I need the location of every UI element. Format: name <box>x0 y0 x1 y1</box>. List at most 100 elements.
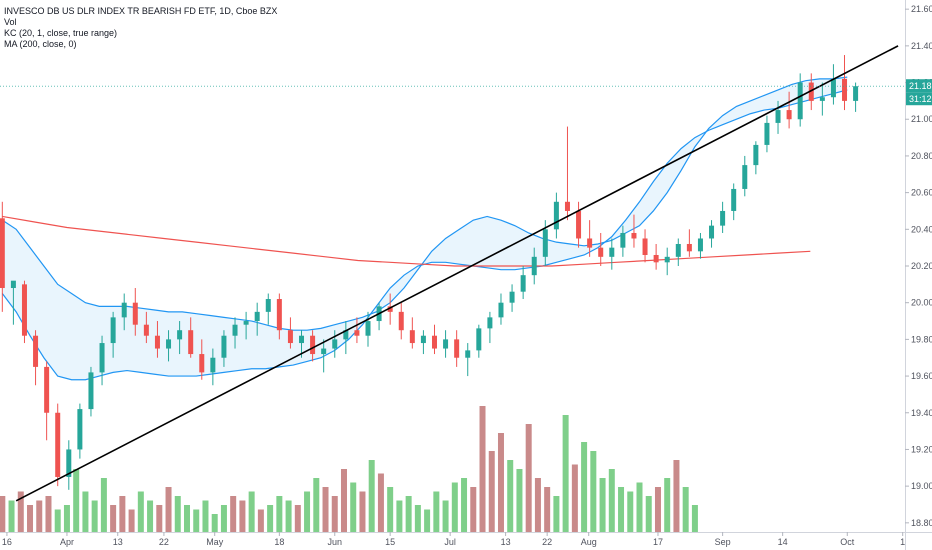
candle-body <box>786 110 792 120</box>
volume-bar <box>248 491 255 532</box>
x-tick-label: 22 <box>159 537 169 547</box>
candle-body <box>44 366 50 413</box>
candle-body <box>709 225 715 239</box>
y-tick-label: 20.00 <box>911 298 932 308</box>
y-tick-label: 19.40 <box>911 408 932 418</box>
volume-bar <box>599 478 606 532</box>
candle-body <box>409 330 415 344</box>
candle-body <box>720 210 726 226</box>
candle-body <box>609 247 615 257</box>
price-badge-label: 21.18 <box>909 81 932 91</box>
candle-body <box>631 232 637 239</box>
y-tick-label: 18.80 <box>911 518 932 528</box>
price-badge <box>906 79 932 93</box>
x-tick-label: May <box>206 537 224 547</box>
candle-body <box>221 335 227 358</box>
volume-bar <box>174 496 181 532</box>
volume-bar <box>91 500 98 532</box>
candle-body <box>10 280 16 289</box>
volume-bar <box>220 505 227 532</box>
candle-body <box>598 247 604 257</box>
x-tick-label: Oct <box>840 537 855 547</box>
candle-body <box>33 335 39 367</box>
y-tick-label: 20.80 <box>911 151 932 161</box>
candle-body <box>0 218 5 289</box>
candle-body <box>210 357 216 373</box>
x-tick-label: 13 <box>501 537 511 547</box>
candle-body <box>199 354 205 373</box>
x-tick-label: Sep <box>715 537 731 547</box>
volume-bar <box>82 491 89 532</box>
countdown-badge <box>906 92 932 106</box>
countdown-badge-label: 31:12 <box>909 94 932 104</box>
x-tick-label: Jul <box>444 537 456 547</box>
candle-body <box>365 321 371 336</box>
volume-bar <box>525 424 532 532</box>
x-tick-label: 16 <box>2 537 12 547</box>
candle-body <box>775 110 781 123</box>
candle-body <box>742 165 748 189</box>
volume-bar <box>442 500 449 532</box>
candle-body <box>842 78 848 101</box>
volume-bar <box>479 406 486 532</box>
candle-body <box>243 321 249 325</box>
volume-bar <box>424 509 431 532</box>
candle-body <box>332 339 338 349</box>
x-tick-label: Jun <box>327 537 342 547</box>
candle-body <box>587 238 593 248</box>
candle-body <box>143 324 149 336</box>
volume-bar <box>45 496 52 532</box>
candle-body <box>753 144 759 166</box>
volume-bar <box>285 500 292 532</box>
x-tick-label: 15 <box>385 537 395 547</box>
volume-bar <box>414 505 421 532</box>
y-tick-label: 20.60 <box>911 188 932 198</box>
y-tick-label: 19.20 <box>911 444 932 454</box>
volume-bar <box>165 487 172 532</box>
y-tick-label: 19.00 <box>911 481 932 491</box>
y-tick-label: 20.20 <box>911 261 932 271</box>
candle-body <box>731 188 737 211</box>
volume-bar <box>8 500 15 532</box>
candle-body <box>188 330 194 355</box>
candle-body <box>387 306 393 312</box>
volume-bar <box>294 505 301 532</box>
ma200-line <box>2 215 811 267</box>
candle-body <box>553 201 559 230</box>
volume-bar <box>267 505 274 532</box>
candle-body <box>564 201 570 211</box>
candle-body <box>66 449 72 477</box>
keltner-band-fill <box>2 77 848 380</box>
candle-body <box>764 122 770 145</box>
volume-bar <box>100 478 107 532</box>
legend-keltner: KC (20, 1, close, true range) <box>4 28 118 38</box>
candle-body <box>819 97 825 101</box>
volume-bar <box>534 478 541 532</box>
volume-bar <box>461 478 468 532</box>
volume-bar <box>193 509 200 532</box>
candle-body <box>55 412 61 477</box>
candle-body <box>454 339 460 358</box>
volume-bar <box>516 469 523 532</box>
volume-bar <box>239 500 246 532</box>
volume-bar <box>368 460 375 532</box>
legend-moving-average: MA (200, close, 0) <box>4 39 77 49</box>
x-tick-label: 17 <box>653 537 663 547</box>
volume-bar <box>673 460 680 532</box>
candle-body <box>99 343 105 373</box>
candle-body <box>265 299 271 312</box>
candle-body <box>110 317 116 344</box>
volume-bar <box>544 487 551 532</box>
chart-legend: INVESCO DB US DLR INDEX TR BEARISH FD ET… <box>4 6 277 50</box>
volume-bar <box>137 491 144 532</box>
volume-bar <box>470 487 477 532</box>
volume-bar <box>184 505 191 532</box>
volume-bar <box>590 451 597 532</box>
candle-body <box>431 335 437 349</box>
candle-body <box>443 339 449 349</box>
volume-bar <box>553 496 560 532</box>
volume-bar <box>230 496 237 532</box>
trendline <box>15 45 899 502</box>
volume-bar <box>359 491 366 532</box>
